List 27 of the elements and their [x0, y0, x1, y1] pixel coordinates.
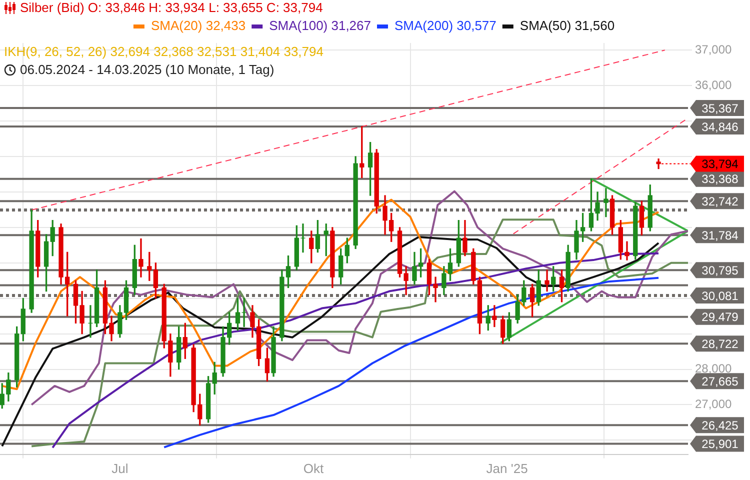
- ref-line-label: 27,665: [702, 374, 739, 388]
- ref-line-label: 30,081: [702, 288, 739, 303]
- ref-line-label: 29,479: [702, 310, 739, 324]
- ref-line-label: 35,367: [702, 101, 739, 116]
- annotation: IKH(9, 26, 52, 26) 32,694 32,368 32,531 31,404 33,794: [4, 44, 324, 59]
- ref-line-label: 28,722: [702, 336, 739, 351]
- ref-line-label: 25,901: [702, 437, 739, 452]
- text: SMA(50) 31,560: [520, 18, 615, 34]
- x-tick-label: Okt: [303, 460, 324, 476]
- ref-line-label: 34,846: [702, 120, 739, 134]
- text: SMA(20) 32,433: [150, 18, 246, 34]
- text: SMA(100) 31,267: [269, 18, 372, 34]
- y-tick-label: 37,000: [695, 42, 732, 56]
- ref-line-label: 31,784: [702, 228, 739, 242]
- chart-title: Silber (Bid) O: 33,846 H: 33,934 L: 33,655 C: 33,794: [20, 0, 323, 16]
- text: SMA(200) 30,577: [394, 18, 496, 34]
- x-tick-label: Jul: [112, 460, 128, 476]
- y-tick-label: 36,000: [695, 78, 732, 92]
- ref-line-label: 33,368: [702, 172, 739, 186]
- text: 06.05.2024 - 14.03.2025 (10 Monate, 1 Tag): [20, 62, 274, 78]
- ref-line-label: 30,795: [702, 263, 739, 278]
- ref-line-label: 32,742: [702, 194, 739, 208]
- ref-line-label: 26,425: [702, 418, 739, 432]
- y-tick-label: 28,000: [695, 362, 732, 376]
- x-tick-label: Jan '25: [486, 460, 528, 476]
- y-tick-label: 27,000: [695, 397, 732, 412]
- annotation: 33,794: [702, 157, 739, 172]
